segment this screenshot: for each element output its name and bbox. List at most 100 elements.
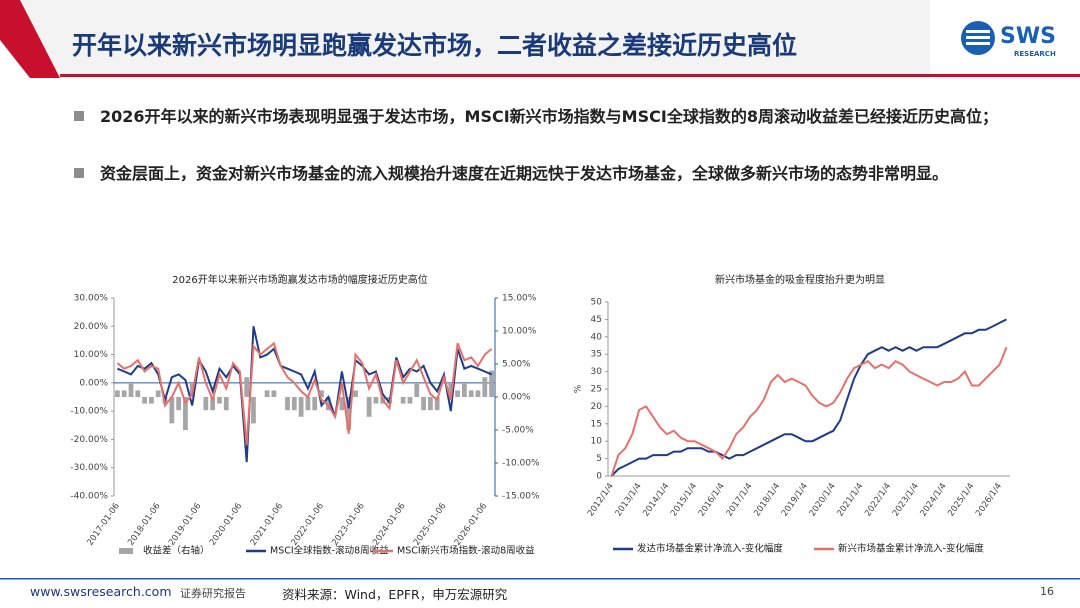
y2-tick-label: -10.00%	[502, 459, 540, 469]
x-tick-label: 2024-01-06	[371, 501, 408, 547]
y-tick-label: 40	[591, 332, 603, 342]
bar	[400, 397, 406, 404]
x-tick-label: 2021/1/4	[835, 481, 865, 518]
x-tick-label: 2025/1/4	[946, 481, 976, 518]
header-rule	[60, 74, 1080, 77]
y-tick-label: -10.00%	[70, 407, 108, 417]
bar	[468, 390, 474, 397]
legend-swatch	[119, 548, 133, 554]
x-tick-label: 2014/1/4	[641, 481, 671, 518]
y-axis-label: %	[574, 384, 584, 393]
bar	[421, 397, 426, 411]
x-tick-label: 2023/1/4	[891, 481, 921, 518]
y-tick-label: -20.00%	[70, 435, 108, 445]
bar	[169, 397, 175, 424]
x-tick-label: 2023-01-06	[330, 501, 367, 547]
bar	[448, 383, 454, 397]
y-tick-label: -40.00%	[70, 492, 108, 502]
bar	[325, 397, 331, 411]
bar	[135, 390, 141, 397]
y2-tick-label: -5.00%	[502, 426, 534, 436]
bar	[155, 390, 161, 397]
bar	[366, 397, 372, 417]
bar	[462, 383, 467, 397]
bar	[271, 390, 277, 397]
y-tick-label: 30.00%	[74, 294, 109, 304]
x-tick-label: 2020-01-06	[208, 501, 245, 547]
header-band	[20, 0, 930, 78]
bar	[128, 383, 134, 397]
chart-title: 2026开年以来新兴市场跑赢发达市场的幅度接近历史高位	[172, 273, 427, 286]
bar	[121, 390, 127, 397]
bar	[183, 397, 188, 430]
bar	[217, 397, 222, 404]
x-tick-label: 2018-01-06	[126, 501, 163, 547]
charts: 2026开年以来新兴市场跑赢发达市场的幅度接近历史高位 -40.00% -30.00…	[70, 273, 1010, 557]
bar	[149, 397, 154, 404]
x-tick-label: 2022-01-06	[289, 501, 326, 547]
bullet: 资金层面上，资金对新兴市场基金的流入规模抬升速度在近期远快于发达市场基金，全球做…	[74, 161, 1035, 186]
x-tick-label: 2026-01-06	[453, 501, 490, 547]
chart-title: 新兴市场基金的吸金程度抬升更为明显	[715, 273, 885, 286]
x-tick-label: 2026/1/4	[974, 481, 1004, 518]
x-tick-label: 2017-01-06	[85, 501, 122, 547]
bar	[142, 397, 147, 404]
bar	[305, 397, 311, 411]
bar	[373, 397, 379, 404]
x-tick-label: 2012/1/4	[586, 481, 616, 518]
x-tick-label: 2016/1/4	[697, 481, 727, 518]
bar	[115, 390, 120, 397]
logo-sub: RESEARCH	[1014, 50, 1056, 58]
x-tick-label: 2015/1/4	[669, 481, 699, 518]
x-tick-label: 2020/1/4	[808, 481, 838, 518]
logo-text: SWS	[1000, 24, 1056, 49]
bar	[291, 397, 297, 411]
y-tick-label: 0.00%	[79, 378, 108, 388]
bullet-text: 资金层面上，资金对新兴市场基金的流入规模抬升速度在近期远快于发达市场基金，全球做…	[100, 164, 949, 183]
y-tick-label: 15	[591, 419, 602, 429]
line-series	[116, 341, 493, 446]
bar	[407, 397, 413, 404]
legend-label: MSCI新兴市场指数-滚动8周收益	[397, 545, 535, 557]
bar	[427, 397, 433, 411]
y-tick-label: 20.00%	[74, 322, 109, 332]
footer-source: 资料来源：Wind，EPFR，申万宏源研究	[282, 587, 508, 602]
y-tick-label: 35	[591, 350, 602, 360]
y-tick-label: 10	[591, 437, 603, 447]
x-tick-label: 2021-01-06	[249, 501, 286, 547]
y-tick-label: 0	[596, 472, 602, 482]
y2-tick-label: 10.00%	[502, 327, 537, 337]
bar	[455, 390, 460, 397]
y-tick-label: 45	[591, 315, 602, 325]
legend-label: 收益差（右轴）	[143, 545, 210, 557]
x-tick-label: 2019/1/4	[780, 481, 810, 518]
x-tick-label: 2018/1/4	[752, 481, 782, 518]
y-tick-label: 20	[591, 402, 603, 412]
y-tick-label: 30	[591, 367, 603, 377]
bar	[434, 397, 440, 411]
bar	[251, 397, 256, 424]
line-series	[610, 346, 1008, 477]
bar	[210, 397, 216, 411]
bar	[176, 397, 182, 411]
y-tick-label: 5	[596, 454, 602, 464]
y2-tick-label: -15.00%	[502, 492, 540, 502]
footer-rule	[0, 578, 1080, 580]
slide-title: 开年以来新兴市场明显跑赢发达市场，二者收益之差接近历史高位	[72, 31, 798, 60]
y-tick-label: -30.00%	[70, 463, 108, 473]
bar	[475, 390, 481, 397]
x-tick-label: 2024/1/4	[919, 481, 949, 518]
y-tick-label: 25	[591, 385, 602, 395]
y2-tick-label: 0.00%	[502, 393, 531, 403]
bar	[489, 370, 494, 397]
x-tick-label: 2022/1/4	[863, 481, 893, 518]
y-tick-label: 50	[591, 298, 603, 308]
footer-type: 证券研究报告	[180, 587, 246, 600]
bullet-text: 2026开年以来的新兴市场表现明显强于发达市场，MSCI新兴市场指数与MSCI全…	[100, 107, 998, 126]
line-series	[610, 318, 1007, 477]
bar	[244, 377, 250, 397]
bar	[203, 397, 209, 411]
legend-label: 新兴市场基金累计净流入-变化幅度	[838, 543, 984, 555]
page-number: 16	[1040, 585, 1054, 598]
